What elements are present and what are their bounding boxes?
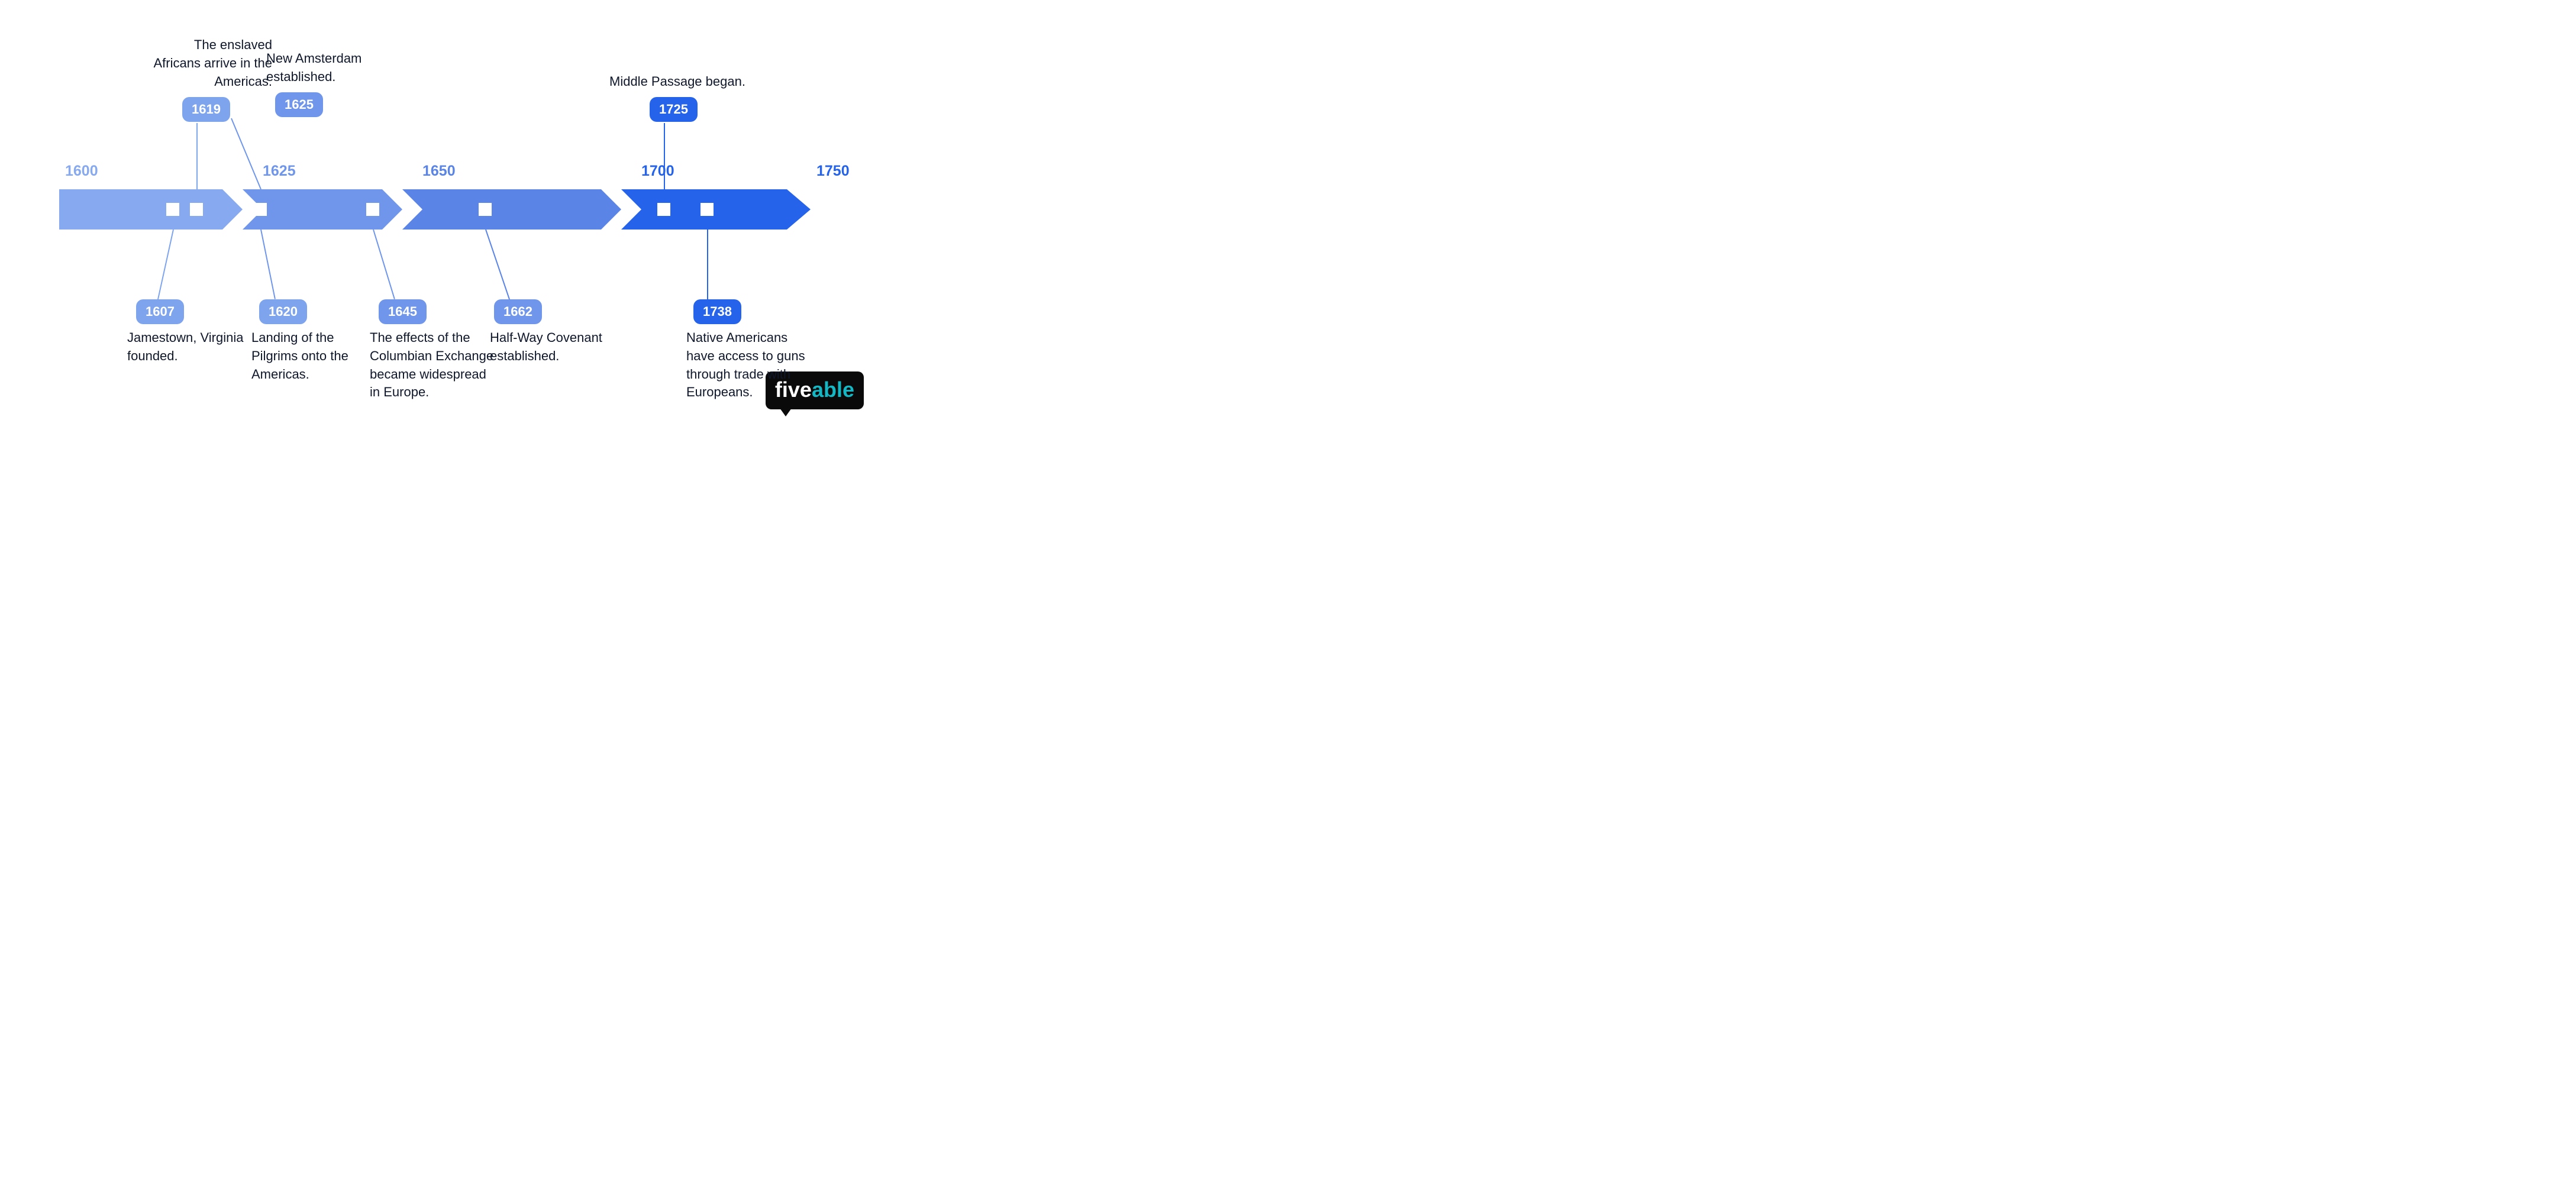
event-connector — [664, 123, 665, 189]
event-connector — [373, 230, 395, 300]
timeline-segment — [59, 189, 243, 230]
event-marker — [366, 203, 379, 216]
chevron-head — [601, 189, 621, 230]
event-connector — [707, 230, 708, 299]
event-marker — [701, 203, 714, 216]
timeline-arrow — [59, 189, 846, 230]
axis-label: 1650 — [422, 163, 456, 180]
event-year-pill: 1625 — [275, 92, 323, 117]
event-description: Native Americans have access to guns thr… — [686, 329, 816, 402]
logo-text-teal: able — [812, 377, 854, 402]
event-year-pill: 1662 — [494, 299, 542, 324]
event-connector — [196, 123, 198, 189]
chevron-notch — [402, 189, 422, 230]
event-year-pill: 1725 — [650, 97, 698, 122]
event-description: Middle Passage began. — [609, 73, 763, 91]
event-year-pill: 1738 — [693, 299, 741, 324]
axis-label: 1600 — [65, 163, 98, 180]
event-description: Jamestown, Virginia founded. — [127, 329, 251, 366]
chevron-head — [222, 189, 243, 230]
event-marker — [254, 203, 267, 216]
event-connector — [260, 230, 276, 299]
event-marker — [166, 203, 179, 216]
event-marker — [190, 203, 203, 216]
timeline-segment — [621, 189, 811, 230]
timeline-segment — [402, 189, 621, 230]
event-year-pill: 1619 — [182, 97, 230, 122]
event-connector — [157, 230, 174, 299]
segment-body — [402, 189, 601, 230]
event-description: The effects of the Columbian Exchange be… — [370, 329, 500, 402]
event-marker — [479, 203, 492, 216]
event-description: The enslaved Africans arrive in the Amer… — [148, 36, 272, 91]
event-description: Landing of the Pilgrims onto the America… — [251, 329, 376, 383]
chevron-head — [382, 189, 402, 230]
event-year-pill: 1620 — [259, 299, 307, 324]
axis-label-end: 1750 — [816, 163, 850, 180]
event-description: Half-Way Covenant established. — [490, 329, 626, 366]
event-connector — [231, 118, 262, 190]
chevron-notch — [621, 189, 641, 230]
event-year-pill: 1645 — [379, 299, 427, 324]
event-connector — [485, 230, 510, 300]
axis-label: 1700 — [641, 163, 674, 180]
event-description: New Amsterdam established. — [266, 50, 396, 86]
event-marker — [657, 203, 670, 216]
chevron-head — [787, 189, 811, 230]
event-year-pill: 1607 — [136, 299, 184, 324]
axis-label: 1625 — [263, 163, 296, 180]
